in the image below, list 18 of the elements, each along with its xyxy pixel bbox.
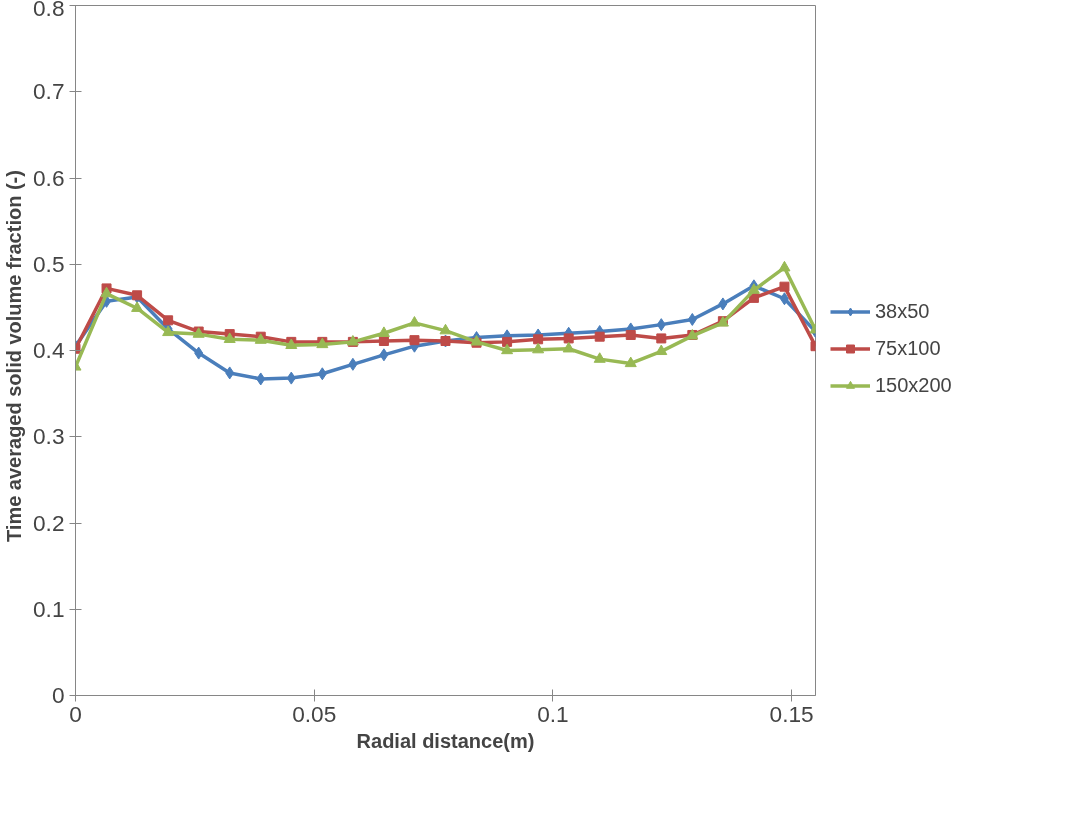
y-tick-label: 0.3 bbox=[33, 423, 65, 450]
y-tick-label: 0 bbox=[51, 682, 65, 708]
y-axis-title: Time averaged solid volume fraction (-) bbox=[3, 170, 25, 543]
y-tick-label: 0.6 bbox=[33, 164, 65, 191]
y-tick-label: 0.4 bbox=[33, 337, 65, 363]
y-tick-label: 0.1 bbox=[33, 595, 65, 622]
x-axis-title: Radial distance(m) bbox=[356, 729, 535, 752]
legend-label: 38x50 bbox=[875, 299, 930, 323]
y-tick-label: 0.8 bbox=[33, 0, 65, 21]
y-tick-label: 0.2 bbox=[33, 509, 65, 536]
legend-label: 75x100 bbox=[875, 336, 941, 360]
legend-label: 150x200 bbox=[875, 373, 952, 397]
x-tick-label: 0 bbox=[69, 700, 82, 727]
x-tick-label: 0.1 bbox=[537, 700, 569, 727]
x-tick-label: 0.05 bbox=[292, 700, 337, 727]
y-tick-label: 0.7 bbox=[33, 78, 65, 105]
x-tick-label: 0.15 bbox=[769, 700, 814, 727]
y-tick-label: 0.5 bbox=[33, 250, 65, 277]
